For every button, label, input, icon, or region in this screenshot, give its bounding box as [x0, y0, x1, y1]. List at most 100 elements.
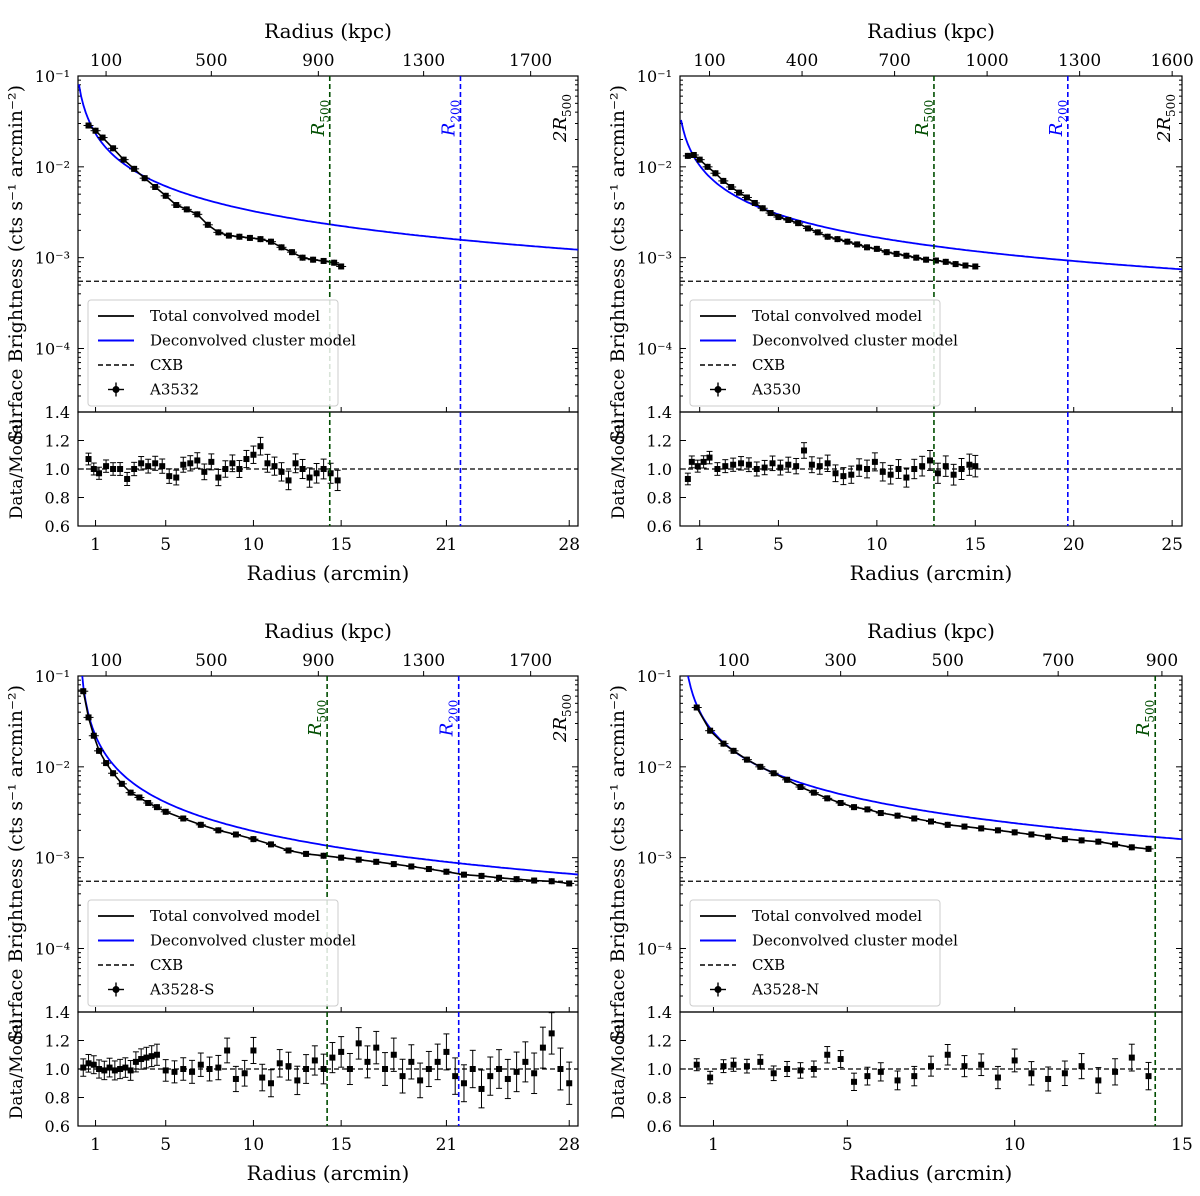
ratio-point: [208, 458, 215, 465]
data-point: [408, 863, 415, 870]
ratio-point: [784, 1066, 791, 1072]
ratio-point: [294, 1077, 301, 1084]
ratio-point: [745, 461, 752, 468]
x-tick-label: 1: [708, 1135, 719, 1155]
ratio-point: [469, 1066, 476, 1072]
vline-label-main: 2R: [1154, 117, 1175, 143]
top-x-tick-label: 300: [824, 651, 856, 671]
data-point: [942, 258, 949, 265]
ratio-point: [250, 451, 257, 458]
data-point: [225, 232, 232, 239]
data-point: [257, 236, 264, 243]
total-model-curve: [696, 707, 1149, 850]
data-point: [478, 872, 485, 879]
vline-label-main: 2R: [550, 717, 571, 743]
ratio-point: [1061, 1070, 1068, 1077]
vline-label: R500: [308, 100, 332, 137]
data-point: [944, 821, 951, 828]
legend-label-data: A3528-N: [751, 981, 819, 999]
ratio-point: [761, 464, 768, 471]
ratio-point: [722, 463, 729, 470]
data-point: [103, 760, 110, 767]
legend: Total convolved model Deconvolved cluster…: [87, 299, 356, 407]
ratio-point: [162, 1067, 169, 1074]
vline-label-sub: 500: [1164, 94, 1178, 117]
data-point: [96, 747, 103, 754]
data-point: [80, 688, 87, 695]
vline-label-sub: 200: [448, 100, 462, 123]
ratio-point: [90, 1061, 97, 1068]
ratio-point: [382, 1066, 389, 1072]
data-point: [90, 732, 97, 739]
legend-label-cxb: CXB: [752, 356, 785, 374]
ratio-point: [267, 1080, 274, 1087]
data-point: [85, 714, 92, 721]
ratio-point: [478, 1085, 485, 1092]
ratio-point: [124, 475, 131, 482]
data-point: [952, 261, 959, 268]
legend-swatch-data-marker: [112, 386, 120, 393]
data-point: [110, 145, 117, 152]
data-point: [1095, 838, 1102, 845]
ratio-point: [180, 461, 187, 468]
data-point: [720, 177, 727, 184]
legend-label-data: A3528-S: [149, 981, 214, 999]
ratio-axis-label: Data/Model: [7, 1019, 27, 1119]
top-x-tick-label: 100: [90, 51, 122, 71]
data-point: [131, 165, 138, 172]
vline-label-main: R: [308, 123, 329, 138]
data-point: [851, 804, 858, 811]
ratio-point: [355, 1040, 362, 1047]
vline-label: 2R500: [550, 94, 574, 143]
top-x-tick-label: 500: [195, 651, 227, 671]
vline-label: 2R500: [1154, 94, 1178, 143]
panel-a3530: 10⁻¹10⁻²10⁻³10⁻⁴1.41.21.00.80.61 5 10 15 20 2…: [607, 19, 1194, 585]
legend-label-deconv: Deconvolved cluster model: [752, 332, 958, 350]
vline-label-sub: 500: [318, 100, 332, 123]
ratio-point: [707, 1074, 714, 1081]
vline-label-sub: 500: [560, 694, 574, 717]
data-point: [320, 257, 327, 264]
ratio-point: [1045, 1075, 1052, 1082]
x-tick-label: 25: [1161, 535, 1183, 555]
ratio-point: [236, 466, 243, 472]
ratio-axis-label: Data/Model: [609, 1019, 629, 1119]
data-point: [913, 254, 920, 261]
data-point: [911, 815, 918, 822]
data-point: [566, 880, 573, 887]
data-point: [770, 770, 777, 777]
ratio-point: [271, 463, 278, 470]
ratio-point: [417, 1077, 424, 1084]
vline-label-main: R: [1046, 123, 1067, 138]
ratio-point: [753, 466, 760, 472]
ratio-point: [143, 1054, 150, 1061]
x-axis-label: Radius (arcmin): [247, 561, 410, 585]
ratio-point: [793, 463, 800, 470]
y-tick-label: 10⁻¹: [35, 67, 70, 86]
data-point: [390, 861, 397, 868]
y-axis-label: Surface Brightness (cts s⁻¹ arcmin⁻²): [5, 85, 27, 443]
ratio-point: [194, 457, 201, 464]
data-point: [250, 836, 257, 843]
ratio-point: [103, 463, 110, 470]
data-point: [684, 152, 691, 159]
data-point: [864, 244, 871, 251]
ratio-point: [950, 471, 957, 478]
panel-a3532: 10⁻¹10⁻²10⁻³10⁻⁴1.41.21.00.80.61 5 10 15 21 2…: [5, 19, 580, 585]
x-tick-label: 1: [694, 535, 705, 555]
vline-label-main: 2R: [550, 117, 571, 143]
ratio-point: [566, 1080, 573, 1087]
x-tick-label: 10: [1004, 1135, 1026, 1155]
ratio-point: [222, 466, 229, 472]
data-point: [236, 233, 243, 240]
ratio-top-label: 1.4: [45, 1003, 70, 1022]
ratio-point: [259, 1074, 266, 1081]
legend-swatch-data-marker: [714, 386, 722, 393]
top-x-tick-label: 100: [693, 51, 725, 71]
ratio-point: [693, 1061, 700, 1068]
ratio-point: [966, 461, 973, 468]
top-x-axis-label: Radius (kpc): [867, 619, 995, 643]
ratio-tick-label: 1.2: [647, 1032, 672, 1051]
data-point: [883, 249, 890, 256]
